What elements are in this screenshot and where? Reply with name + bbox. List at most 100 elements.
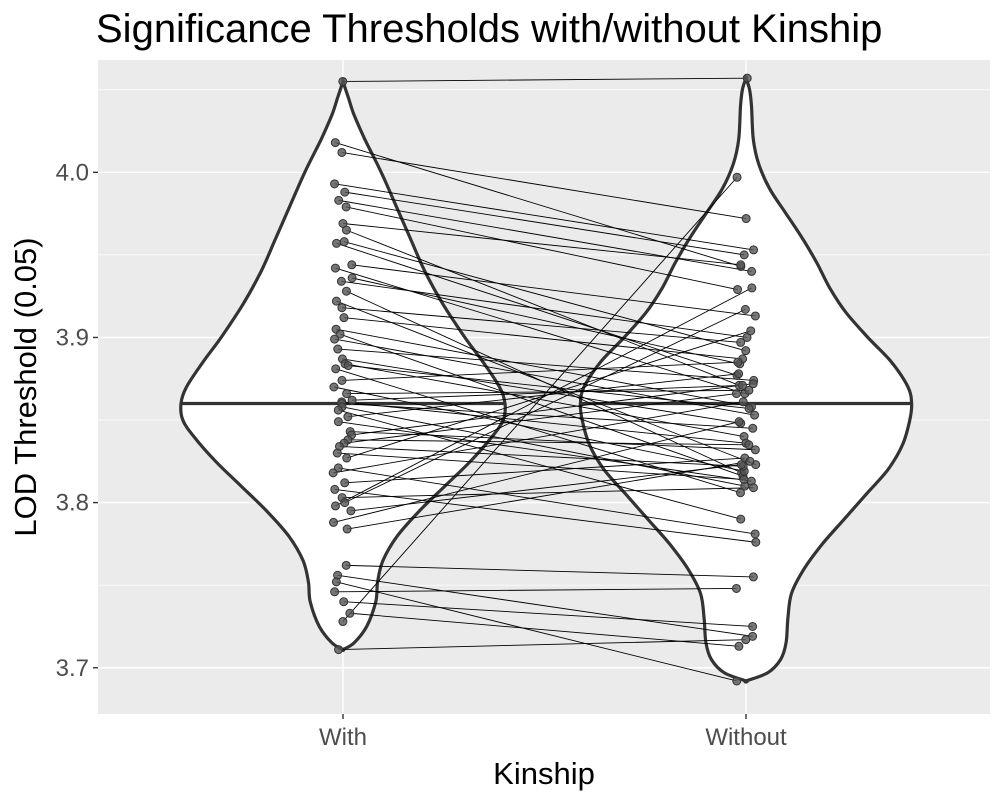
point-with: [346, 506, 356, 516]
point-with: [331, 501, 341, 511]
point-without: [738, 397, 748, 407]
point-with: [342, 524, 352, 534]
pair-line: [341, 406, 745, 487]
point-with: [343, 412, 353, 422]
point-without: [733, 357, 743, 367]
pair-line: [337, 452, 744, 480]
pair-lines: [333, 77, 756, 682]
pair-line: [342, 358, 741, 424]
point-without: [731, 583, 741, 593]
point-without: [736, 460, 746, 470]
point-without: [747, 283, 757, 293]
point-with: [335, 329, 345, 339]
point-without: [732, 172, 742, 182]
point-with: [330, 334, 340, 344]
point-without: [732, 676, 742, 686]
point-without: [748, 572, 758, 582]
pair-line: [352, 277, 740, 365]
point-without: [736, 337, 746, 347]
point-without: [744, 385, 754, 395]
point-with: [330, 179, 340, 189]
pair-line: [338, 199, 752, 272]
point-without: [744, 403, 754, 413]
pair-line: [346, 389, 749, 395]
point-without: [742, 73, 752, 83]
pair-line: [341, 307, 741, 343]
point-without: [749, 245, 759, 255]
point-with: [341, 560, 351, 570]
pair-line: [351, 264, 756, 317]
pair-line: [347, 460, 751, 530]
point-without: [740, 304, 750, 314]
pair-line: [343, 317, 743, 360]
pair-line: [334, 488, 756, 543]
point-with: [331, 577, 341, 587]
pair-line: [351, 383, 754, 436]
point-without: [741, 346, 751, 356]
pair-line: [350, 464, 742, 512]
pair-line: [333, 401, 744, 474]
y-tick-label: 3.9: [56, 324, 89, 351]
point-with: [338, 617, 348, 627]
point-without: [750, 529, 760, 539]
pair-line: [336, 581, 737, 682]
point-with: [339, 313, 349, 323]
pair-line: [346, 564, 754, 578]
point-with: [328, 517, 338, 527]
point-without: [734, 641, 744, 651]
point-with: [340, 498, 350, 508]
point-with: [340, 187, 350, 197]
y-tick-label: 3.7: [56, 655, 89, 682]
pair-line: [335, 142, 742, 267]
pair-line: [350, 431, 756, 451]
point-with: [339, 237, 349, 247]
point-without: [735, 488, 745, 498]
point-with: [330, 138, 340, 148]
point-without: [745, 456, 755, 466]
pair-line: [333, 386, 745, 472]
point-with: [337, 147, 347, 157]
point-with: [332, 238, 342, 248]
point-with: [338, 76, 348, 86]
point-without: [746, 326, 756, 336]
point-with: [343, 361, 353, 371]
point-with: [336, 276, 346, 286]
y-tick-label: 4.0: [56, 159, 89, 186]
pair-line: [342, 77, 748, 82]
point-with: [340, 478, 350, 488]
point-without: [747, 266, 757, 276]
pair-line: [348, 365, 750, 409]
point-without: [736, 260, 746, 270]
x-axis-title: Kinship: [493, 756, 595, 791]
point-without: [734, 369, 744, 379]
pair-line: [349, 612, 739, 647]
pair-line: [341, 152, 747, 219]
point-with: [334, 645, 344, 655]
point-without: [739, 474, 749, 484]
pair-line: [347, 439, 749, 446]
point-with: [332, 448, 342, 458]
pair-line: [344, 241, 746, 352]
point-with: [330, 263, 340, 273]
point-without: [739, 250, 749, 260]
point-without: [733, 285, 743, 295]
point-with: [341, 225, 351, 235]
point-without: [748, 621, 758, 631]
point-with: [337, 375, 347, 385]
pair-line: [342, 487, 754, 499]
point-without: [742, 332, 752, 342]
pair-line: [346, 229, 740, 386]
pair-line: [341, 280, 748, 338]
pair-line: [344, 363, 745, 437]
point-without: [748, 483, 758, 493]
x-tick-label: Without: [705, 724, 787, 751]
point-without: [731, 389, 741, 399]
point-with: [337, 303, 347, 313]
point-with: [345, 608, 355, 618]
point-without: [737, 380, 747, 390]
pair-line: [339, 446, 744, 467]
pair-line: [337, 574, 753, 637]
point-with: [331, 364, 341, 374]
point-without: [750, 410, 760, 420]
